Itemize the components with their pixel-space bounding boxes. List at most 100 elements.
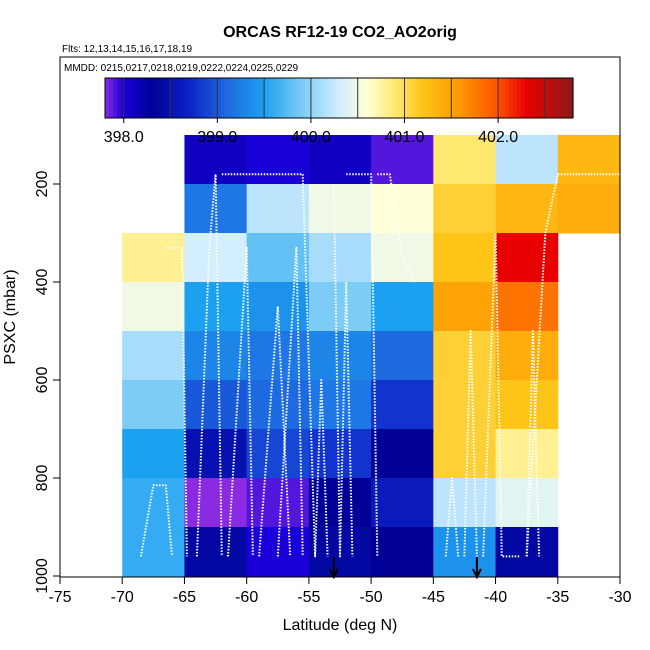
heatmap-cell [246, 233, 310, 283]
flight-profile-line [139, 484, 173, 557]
colorbar-segment [329, 78, 334, 118]
heatmap-cell [557, 184, 621, 234]
flight-profile-line [525, 173, 620, 557]
x-tick-label: -70 [111, 589, 134, 606]
flight-profiles [139, 173, 620, 558]
colorbar-segment [273, 78, 278, 118]
colorbar-segment [225, 78, 230, 118]
colorbar-segment [197, 78, 202, 118]
heatmap-cell [371, 380, 434, 430]
heatmap-cells [122, 135, 621, 577]
colorbar-segment [377, 78, 382, 118]
colorbar-segment [125, 78, 130, 118]
x-tick-label: -55 [297, 589, 320, 606]
colorbar-segment [405, 78, 410, 118]
colorbar-segment [305, 78, 310, 118]
colorbar-segment [173, 78, 178, 118]
colorbar-segment [533, 78, 538, 118]
colorbar-segment [561, 78, 566, 118]
flight-profile-line [346, 173, 379, 557]
colorbar-segment [401, 78, 406, 118]
colorbar-segment [161, 78, 166, 118]
colorbar-segment [129, 78, 134, 118]
colorbar-segment [425, 78, 430, 118]
colorbar-segment [169, 78, 174, 118]
y-axis-label: PSXC (mbar) [2, 269, 19, 364]
colorbar-segment [213, 78, 218, 118]
colorbar-segment [345, 78, 350, 118]
heatmap-cell [122, 429, 185, 479]
colorbar-segment [277, 78, 282, 118]
colorbar-segment [541, 78, 546, 118]
flight-profile-line [227, 246, 254, 557]
heatmap-cell [122, 527, 185, 577]
colorbar-segment [233, 78, 238, 118]
y-tick-label: 600 [34, 367, 51, 394]
colorbar-segment [253, 78, 258, 118]
flight-profile-line [276, 246, 304, 557]
colorbar-segment [557, 78, 562, 118]
colorbar-segment [349, 78, 354, 118]
colorbar-segment [357, 78, 362, 118]
heatmap-cell [246, 135, 310, 185]
x-tick-label: -30 [608, 589, 631, 606]
colorbar-segment [281, 78, 286, 118]
colorbar-segment [453, 78, 458, 118]
y-tick-label: 400 [34, 269, 51, 296]
y-tick-label: 800 [34, 465, 51, 492]
heatmap-cell [308, 331, 372, 381]
colorbar-segment [365, 78, 370, 118]
colorbar-segment [297, 78, 302, 118]
colorbar-segment [293, 78, 298, 118]
heatmap-cell [371, 429, 434, 479]
colorbar-segment [433, 78, 438, 118]
colorbar-segment [469, 78, 474, 118]
heatmap-cell [495, 135, 559, 185]
x-axis-label: Latitude (deg N) [283, 617, 398, 634]
colorbar-segment [373, 78, 378, 118]
heatmap-cell [371, 282, 434, 332]
colorbar-tick-label: 401.0 [384, 129, 424, 146]
colorbar-segment [481, 78, 486, 118]
heatmap-cell [246, 478, 310, 528]
heatmap-cell [308, 429, 372, 479]
colorbar-segment [229, 78, 234, 118]
heatmap-cell [371, 184, 434, 234]
colorbar-tick-label: 398.0 [104, 129, 144, 146]
heatmap-cell [184, 478, 248, 528]
colorbar-segment [249, 78, 254, 118]
colorbar-segment [313, 78, 318, 118]
dates-subtitle: MMDD: 0215,0217,0218,0219,0222,0224,0225… [64, 63, 299, 74]
heatmap-cell [495, 380, 559, 430]
x-tick-label: -40 [484, 589, 507, 606]
colorbar-segment [517, 78, 522, 118]
heatmap-cell [122, 331, 185, 381]
colorbar-segment [397, 78, 402, 118]
colorbar-segment [181, 78, 186, 118]
colorbar-segment [381, 78, 386, 118]
colorbar-segment [177, 78, 182, 118]
colorbar-segment [437, 78, 442, 118]
heatmap-cell [433, 282, 497, 332]
colorbar-tick-label: 400.0 [291, 129, 331, 146]
flight-profile-line [444, 477, 460, 557]
colorbar-segment [337, 78, 342, 118]
colorbar-segment [485, 78, 490, 118]
flights-subtitle: Flts: 12,13,14,15,16,17,18,19 [62, 44, 193, 55]
colorbar-segment [385, 78, 390, 118]
colorbar-segment [165, 78, 170, 118]
colorbar-segment [537, 78, 542, 118]
colorbar-segment [501, 78, 506, 118]
flight-profile-line [332, 183, 354, 558]
colorbar-segment [569, 78, 574, 118]
heatmap-cell [495, 282, 559, 332]
colorbar-segment [553, 78, 558, 118]
colorbar-tick-label: 402.0 [478, 129, 518, 146]
heatmap-cell [495, 331, 559, 381]
colorbar-segment [545, 78, 550, 118]
colorbar-segment [141, 78, 146, 118]
heatmap-cell [371, 527, 434, 577]
colorbar-segment [529, 78, 534, 118]
colorbar-segment [245, 78, 250, 118]
heatmap-cell [308, 135, 372, 185]
